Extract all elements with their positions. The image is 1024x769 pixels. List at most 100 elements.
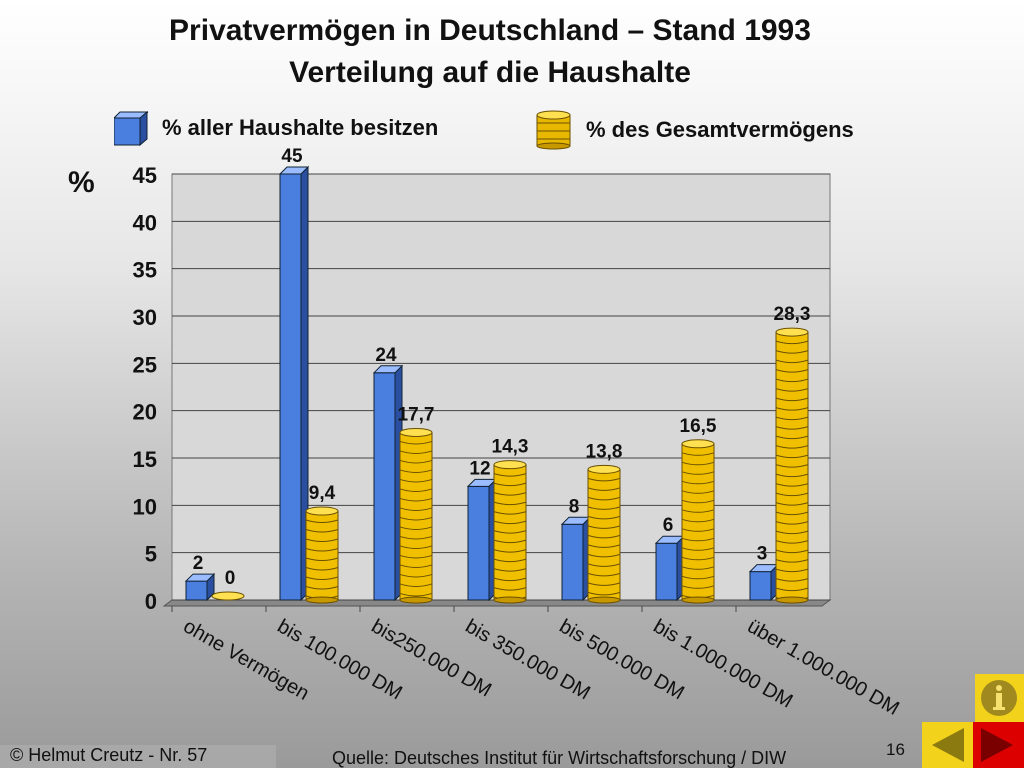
data-label-wealth: 0: [225, 568, 236, 589]
coin-line: [775, 350, 809, 354]
coin-line: [399, 488, 433, 492]
coin-line: [399, 592, 433, 597]
page-number: 16: [886, 740, 905, 759]
y-tick-label: 40: [133, 210, 157, 235]
data-label-wealth: 28,3: [774, 304, 811, 325]
y-tick-label: 25: [133, 352, 157, 377]
coin-line: [493, 520, 527, 525]
coin-line: [587, 534, 621, 539]
bar-households: [279, 173, 302, 601]
data-label-households: 3: [757, 544, 768, 565]
coin-line: [587, 477, 621, 482]
coin-line: [493, 511, 527, 515]
coin-line: [399, 450, 433, 454]
coin-line: [587, 515, 621, 520]
coin-line: [399, 573, 433, 578]
bar-wealth: [587, 468, 621, 601]
legend-label-households: % aller Haushalte besitzen: [162, 115, 439, 140]
coin-line: [681, 452, 715, 456]
bar-households: [373, 372, 396, 601]
coin-line: [681, 490, 715, 494]
coin-line: [399, 545, 433, 549]
coin-line: [775, 578, 809, 582]
y-tick-label: 15: [133, 447, 157, 472]
data-label-households: 2: [193, 553, 204, 574]
bar-households: [185, 580, 208, 601]
coin-line: [399, 497, 433, 502]
coin-line: [399, 469, 433, 473]
data-label-wealth: 9,4: [309, 483, 336, 504]
y-tick-label: 30: [133, 305, 157, 330]
coin-line: [775, 340, 809, 345]
coin-line: [681, 566, 715, 570]
coin-line: [587, 506, 621, 510]
bar-wealth-bottom: [493, 596, 527, 604]
bar-wealth-bottom: [775, 596, 809, 604]
copyright: © Helmut Creutz - Nr. 57: [0, 745, 276, 768]
bar-wealth-top: [775, 327, 809, 337]
coin-line: [681, 585, 715, 589]
bar-households: [561, 523, 584, 601]
bar-wealth-top: [493, 460, 527, 470]
coin-line: [681, 575, 715, 580]
source: Quelle: Deutsches Institut für Wirtschaf…: [332, 748, 787, 768]
coin-line: [493, 492, 527, 496]
y-tick-label: 45: [133, 163, 157, 188]
data-label-households: 8: [569, 496, 580, 517]
coin-stack-legend-icon: [536, 110, 571, 150]
coin-line: [681, 471, 715, 475]
coin-line: [305, 529, 339, 533]
y-tick-label: 0: [145, 589, 157, 614]
data-label-wealth: 16,5: [680, 416, 717, 437]
coin-line: [775, 378, 809, 383]
coin-line: [775, 559, 809, 563]
bar-wealth-top: [305, 506, 339, 516]
y-tick-label: 10: [133, 494, 157, 519]
coin-line: [493, 501, 527, 506]
bar-wealth-top: [399, 427, 433, 437]
data-label-wealth: 17,7: [398, 404, 435, 425]
y-tick-label: 35: [133, 258, 157, 283]
y-tick-label: 5: [145, 542, 157, 567]
bar-households: [655, 542, 678, 601]
coin-line: [305, 567, 339, 571]
info-button[interactable]: [975, 674, 1024, 722]
coin-line: [775, 426, 809, 430]
coin-line: [775, 464, 809, 468]
coin-line: [493, 539, 527, 544]
coin-line: [775, 502, 809, 506]
coin-line: [493, 530, 527, 534]
coin-line: [493, 473, 527, 477]
coin-line: [399, 478, 433, 483]
coin-line: [681, 528, 715, 532]
coin-line: [587, 525, 621, 529]
legend-label-wealth: % des Gesamtvermögens: [586, 117, 854, 142]
coin-line: [775, 454, 809, 459]
legend-item-households: % aller Haushalte besitzen: [114, 110, 438, 146]
bar-wealth-top: [681, 439, 715, 449]
coin-line: [399, 583, 433, 587]
data-label-wealth: 14,3: [492, 437, 529, 458]
coin-line: [587, 544, 621, 548]
coin-line: [493, 482, 527, 487]
legend-item-wealth: % des Gesamtvermögens: [536, 110, 854, 150]
bar-wealth-bottom: [681, 596, 715, 604]
data-label-households: 6: [663, 515, 674, 536]
next-slide-button[interactable]: [973, 722, 1024, 768]
coin-line: [399, 459, 433, 464]
coin-line: [681, 461, 715, 466]
previous-slide-button[interactable]: [922, 722, 973, 768]
coin-line: [587, 563, 621, 567]
bar-wealth-top: [211, 591, 245, 601]
coin-line: [775, 369, 809, 373]
data-label-households: 45: [281, 146, 303, 167]
coin-line: [493, 568, 527, 572]
coin-line: [493, 577, 527, 582]
coin-line: [305, 576, 339, 581]
coin-line: [681, 480, 715, 485]
bar-households: [749, 571, 772, 601]
coin-line: [775, 407, 809, 411]
coin-line: [775, 435, 809, 440]
blue-bar-legend-icon: [114, 110, 148, 146]
